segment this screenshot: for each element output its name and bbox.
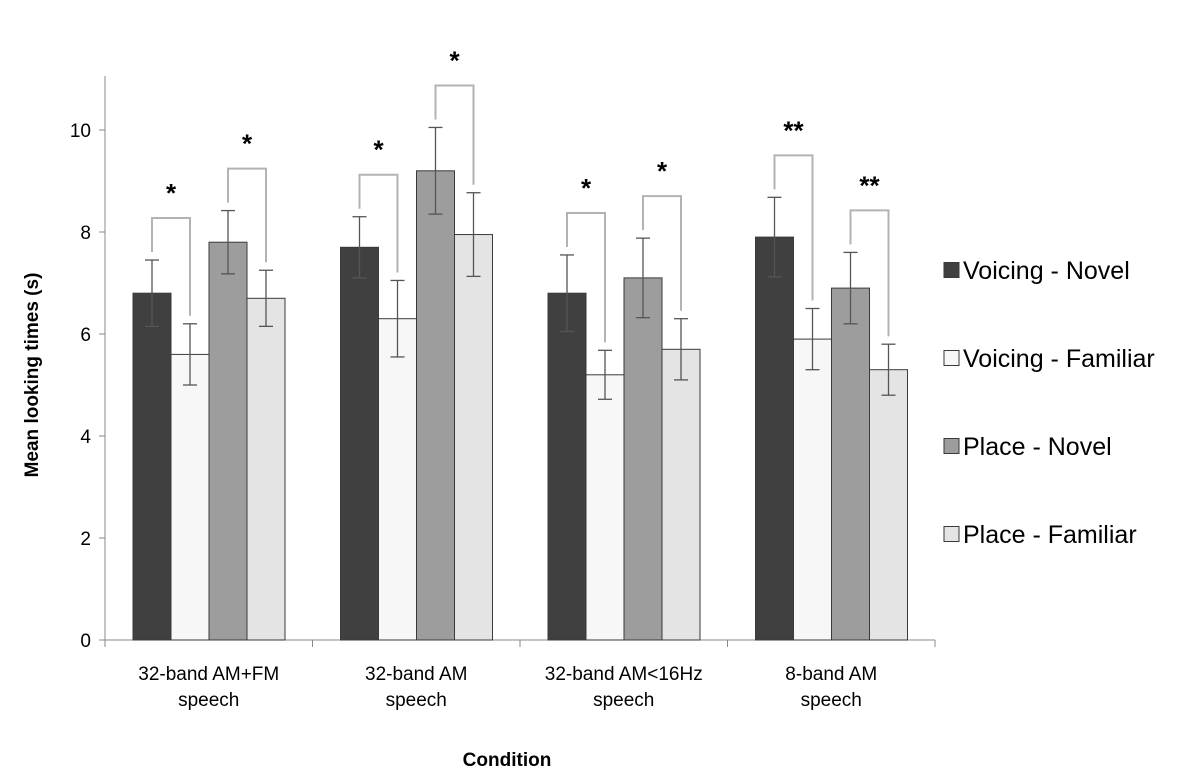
legend-swatch [943, 526, 960, 542]
significance-marker: * [449, 45, 460, 75]
significance-bracket [566, 211, 606, 343]
legend-swatch [943, 350, 960, 366]
legend-label: Place - Novel [963, 433, 1112, 461]
legend-label: Place - Familiar [963, 521, 1137, 549]
x-category-label: 8-band AM [785, 664, 877, 685]
bar [547, 292, 587, 641]
x-axis-title: Condition [463, 750, 552, 771]
significance-bracket [358, 173, 399, 273]
x-category-label: speech [801, 690, 862, 711]
bar [623, 277, 663, 641]
x-category-label: 32-band AM<16Hz [545, 664, 703, 685]
bar [378, 318, 417, 641]
bar [132, 292, 172, 641]
significance-bracket [642, 195, 682, 311]
significance-bracket [227, 167, 267, 263]
significance-bracket [434, 84, 475, 185]
bar [340, 246, 379, 641]
x-category-label: speech [593, 690, 654, 711]
x-category-label: 32-band AM+FM [138, 664, 279, 685]
bar [170, 353, 210, 641]
bar [208, 241, 248, 641]
significance-marker: * [581, 173, 592, 203]
bar [416, 170, 455, 641]
legend-swatch [943, 438, 960, 454]
x-category-label: speech [178, 690, 239, 711]
bar [793, 338, 832, 641]
y-axis-title: Mean looking times (s) [22, 273, 43, 478]
bar [661, 348, 701, 641]
bar [585, 374, 625, 641]
significance-marker: ** [859, 170, 880, 200]
significance-marker: * [657, 156, 668, 186]
significance-marker: * [373, 135, 384, 165]
y-tick-label: 6 [80, 325, 91, 346]
legend-label: Voicing - Familiar [963, 345, 1155, 373]
y-tick-label: 10 [70, 121, 91, 142]
bar [246, 297, 286, 641]
legend-label: Voicing - Novel [963, 257, 1130, 285]
significance-marker: * [166, 178, 177, 208]
significance-bracket [773, 154, 814, 301]
legend-swatch [943, 262, 960, 278]
bar [454, 234, 493, 641]
significance-bracket [151, 217, 191, 316]
y-tick-label: 2 [80, 529, 91, 550]
x-category-label: 32-band AM [365, 664, 467, 685]
significance-marker: ** [783, 115, 804, 145]
x-category-label: speech [386, 690, 447, 711]
bar [831, 287, 870, 641]
bar [755, 236, 794, 641]
y-tick-label: 8 [80, 223, 91, 244]
significance-marker: * [242, 129, 253, 159]
y-tick-label: 4 [80, 427, 91, 448]
y-tick-label: 0 [80, 631, 91, 652]
significance-bracket [849, 209, 890, 337]
bar [869, 369, 908, 641]
